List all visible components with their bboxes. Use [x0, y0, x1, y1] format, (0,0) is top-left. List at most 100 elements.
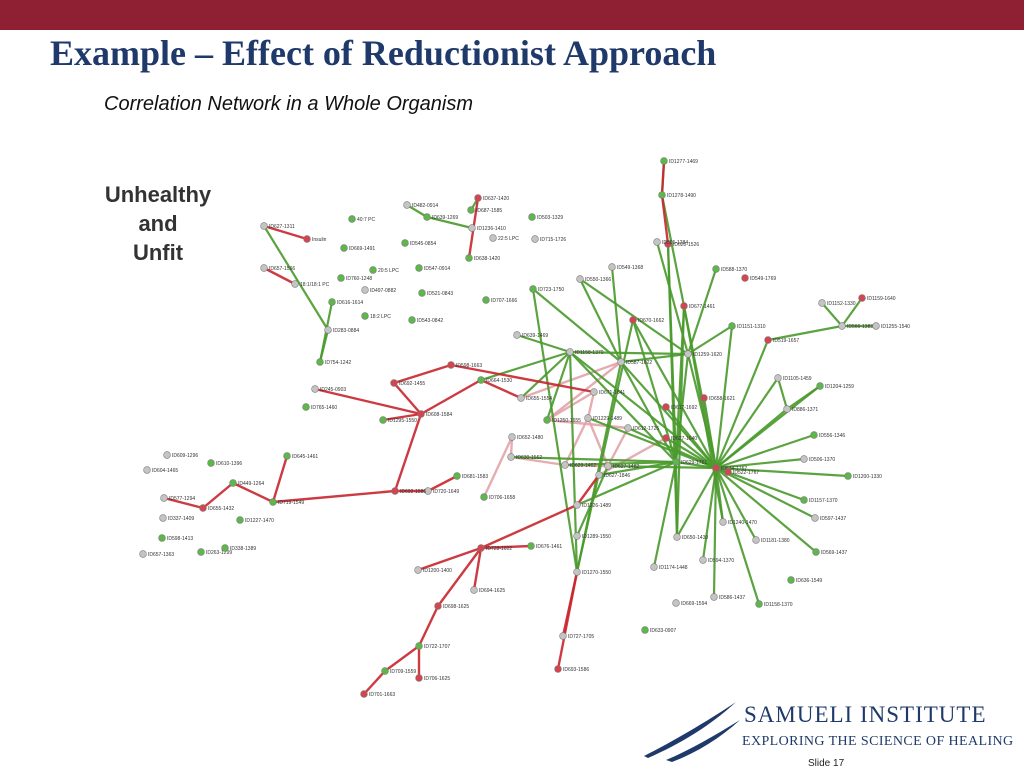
network-node-label: ID629-1761	[681, 460, 707, 466]
network-node-label: ID610-1396	[216, 461, 242, 467]
network-node	[453, 472, 461, 480]
condition-label-line: and	[138, 211, 178, 236]
network-node	[719, 518, 727, 526]
network-node-label: 18:1/18:1 PC	[300, 282, 330, 288]
network-node	[559, 632, 567, 640]
network-node	[573, 501, 581, 509]
network-node-label: ID681-1583	[462, 474, 488, 480]
network-node-label: ID627-1482	[613, 464, 639, 470]
network-node	[838, 322, 846, 330]
network-node	[755, 600, 763, 608]
green-correlation-edge	[619, 360, 678, 464]
network-node-label: ID671-1641	[599, 390, 625, 396]
network-node-label: ID598-1413	[167, 536, 193, 542]
network-node	[199, 504, 207, 512]
network-node-label: ID549-1368	[617, 265, 643, 271]
red-correlation-edge	[392, 381, 423, 416]
network-node	[752, 536, 760, 544]
network-node	[361, 312, 369, 320]
network-node	[554, 665, 562, 673]
network-node	[283, 452, 291, 460]
network-node-label: ID612-1725	[633, 426, 659, 432]
network-node	[517, 394, 525, 402]
red-correlation-edge	[381, 412, 423, 422]
network-node-label: ID706-1658	[489, 495, 515, 501]
green-correlation-edge	[405, 203, 429, 219]
green-correlation-edge	[660, 193, 686, 308]
green-correlation-edge	[619, 352, 690, 364]
red-correlation-edge	[313, 387, 423, 416]
red-correlation-edge	[436, 546, 483, 608]
network-node-label: ID543-0842	[417, 318, 443, 324]
network-node-label: Insulin	[312, 237, 327, 243]
network-node-label: ID1152-1330	[827, 301, 856, 307]
network-node	[724, 468, 732, 476]
green-correlation-edge	[714, 466, 850, 478]
network-node	[303, 235, 311, 243]
network-node	[328, 298, 336, 306]
red-correlation-edge	[271, 454, 289, 504]
network-node	[447, 361, 455, 369]
red-correlation-edge	[231, 481, 275, 504]
network-node-label: ID698-1625	[443, 604, 469, 610]
network-node	[617, 358, 625, 366]
slide-subtitle: Correlation Network in a Whole Organism	[104, 93, 474, 115]
network-node-label: ID639-1269	[432, 215, 458, 221]
red-correlation-edge	[362, 669, 387, 696]
network-node	[700, 394, 708, 402]
network-node	[561, 461, 569, 469]
green-correlation-edge	[714, 466, 758, 542]
network-node-label: ID658-1621	[709, 396, 735, 402]
green-correlation-edge	[776, 376, 789, 411]
network-node	[653, 238, 661, 246]
network-node	[139, 550, 147, 558]
green-correlation-edge	[820, 301, 844, 328]
red-correlation-edge	[575, 473, 601, 507]
green-correlation-edge	[318, 328, 330, 364]
network-node-label: ID1151-1310	[737, 324, 766, 330]
network-node	[369, 266, 377, 274]
green-correlation-edge	[674, 460, 679, 539]
network-node-label: ID1240-1470	[728, 520, 757, 526]
network-node	[415, 674, 423, 682]
network-node-label: 18:2 LPC	[370, 314, 391, 320]
green-correlation-edge	[531, 287, 623, 364]
network-node-label: ID506-1370	[809, 457, 835, 463]
network-node-label: ID706-1625	[424, 676, 450, 682]
network-node-label: ID645-1461	[292, 454, 318, 460]
network-node	[531, 235, 539, 243]
green-correlation-edge	[785, 384, 822, 411]
network-node-label: ID522-1767	[733, 470, 759, 476]
network-node-label: ID1255-1540	[881, 324, 910, 330]
network-node	[477, 544, 485, 552]
green-correlation-edge	[531, 287, 579, 574]
network-node	[470, 586, 478, 594]
network-node-label: ID760-1248	[346, 276, 372, 282]
network-node-label: ID550-1366	[585, 277, 611, 283]
network-node-label: ID719-1549	[278, 500, 304, 506]
network-node	[482, 296, 490, 304]
network-node-label: ID505-1284	[662, 240, 688, 246]
network-node-label: ID639-1469	[522, 333, 548, 339]
network-node-label: ID594-1370	[708, 558, 734, 564]
network-node	[641, 626, 649, 634]
network-node	[158, 534, 166, 542]
network-node-label: ID670-1662	[638, 318, 664, 324]
green-correlation-edge	[262, 224, 330, 332]
network-node-label: ID598-1663	[456, 363, 482, 369]
network-node	[650, 563, 658, 571]
red-correlation-edge	[262, 266, 297, 286]
network-node	[573, 532, 581, 540]
network-node	[424, 487, 432, 495]
network-node	[584, 414, 592, 422]
network-node-label: ID707-1666	[491, 298, 517, 304]
green-correlation-edge	[714, 466, 818, 554]
network-node	[401, 239, 409, 247]
network-node-label: ID629-1462	[570, 463, 596, 469]
network-node	[658, 191, 666, 199]
network-node	[774, 374, 782, 382]
network-node	[604, 462, 612, 470]
network-node	[728, 322, 736, 330]
condition-label-line: Unfit	[132, 240, 184, 265]
